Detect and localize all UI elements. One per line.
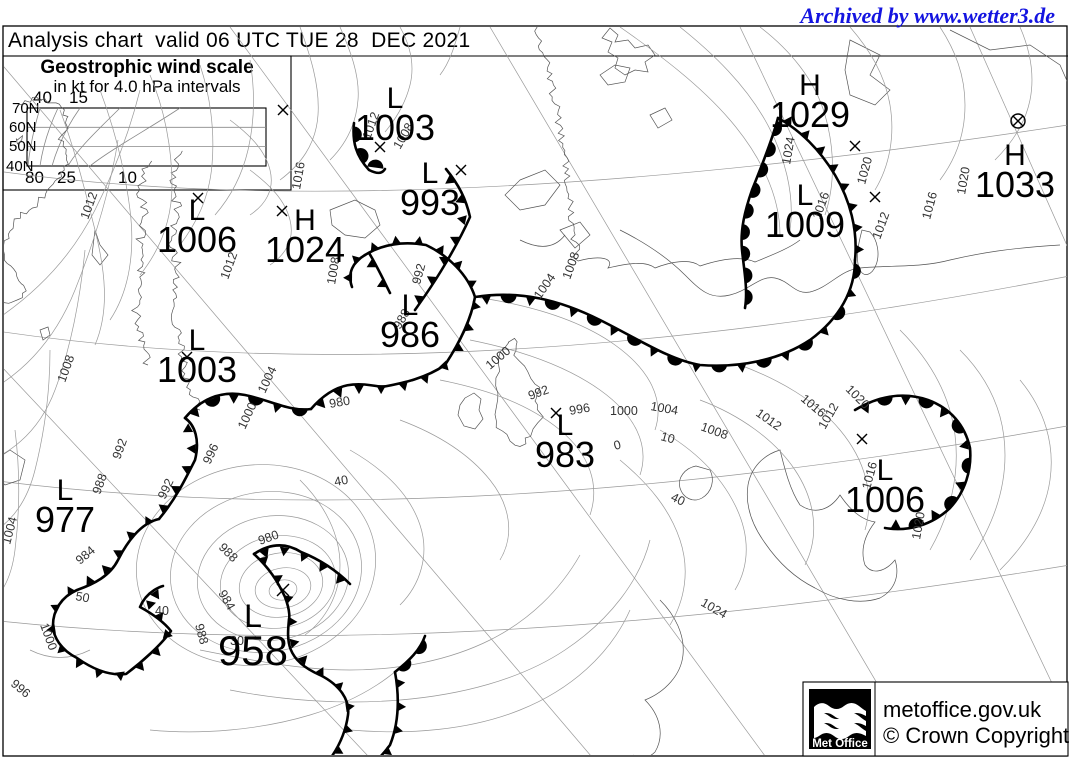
svg-text:© Crown Copyright: © Crown Copyright [883, 723, 1069, 748]
svg-text:metoffice.gov.uk: metoffice.gov.uk [883, 697, 1042, 722]
svg-text:Met Office: Met Office [812, 738, 868, 750]
